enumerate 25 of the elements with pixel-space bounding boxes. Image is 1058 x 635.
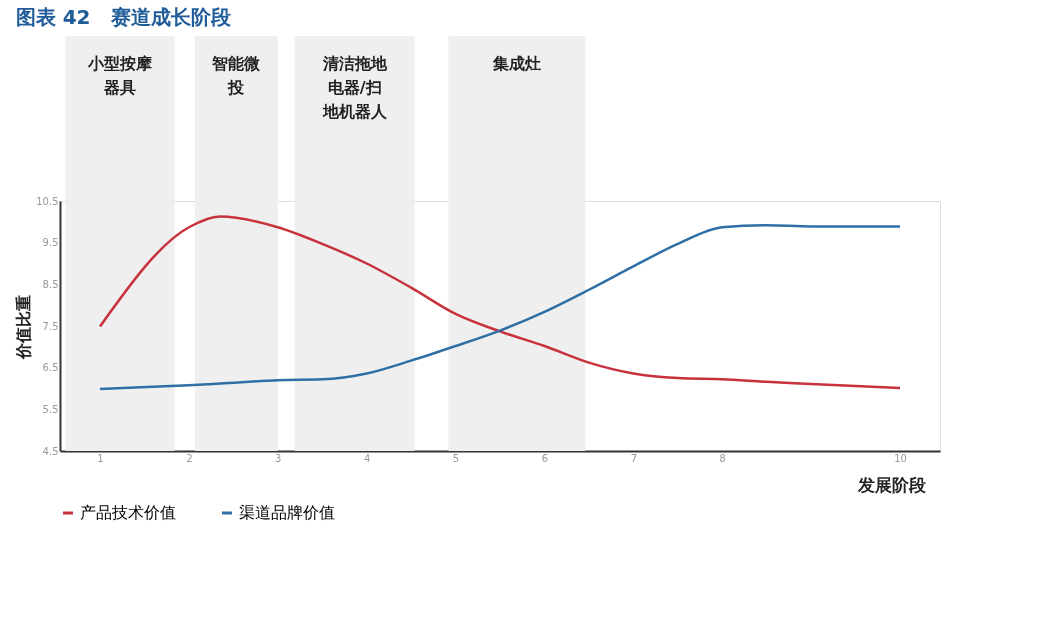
x-tick-label: 4 bbox=[363, 452, 371, 464]
x-axis-title: 发展阶段 bbox=[856, 474, 927, 495]
y-tick-label: 5.5 bbox=[42, 403, 59, 415]
y-tick-label: 7.5 bbox=[42, 320, 59, 332]
x-tick-label: 3 bbox=[275, 452, 282, 464]
x-tick-label: 6 bbox=[541, 452, 549, 464]
x-tick-label: 10 bbox=[894, 452, 907, 464]
band-label: 智能微投 bbox=[211, 54, 262, 97]
x-tick-label: 2 bbox=[186, 452, 193, 464]
y-tick-label: 9.5 bbox=[42, 237, 59, 249]
y-tick-label: 4.5 bbox=[42, 445, 59, 457]
band-label: 集成灶 bbox=[491, 54, 541, 73]
legend-label: 渠道品牌价值 bbox=[239, 503, 335, 522]
x-tick-label: 5 bbox=[452, 452, 460, 464]
x-tick-label: 1 bbox=[97, 452, 104, 464]
legend-label: 产品技术价值 bbox=[80, 503, 176, 522]
x-tick-label: 7 bbox=[630, 452, 638, 464]
y-tick-label: 10.5 bbox=[36, 195, 59, 207]
band-label: 清洁拖地电器/扫地机器人 bbox=[321, 54, 388, 121]
band-label: 小型按摩器具 bbox=[87, 54, 152, 97]
chart-title: 图表 42 赛道成长阶段 bbox=[15, 5, 232, 29]
y-tick-label: 8.5 bbox=[42, 278, 59, 290]
y-tick-label: 6.5 bbox=[42, 362, 59, 374]
x-tick-label: 8 bbox=[719, 452, 726, 464]
y-axis-title: 价值比重 bbox=[14, 294, 34, 360]
